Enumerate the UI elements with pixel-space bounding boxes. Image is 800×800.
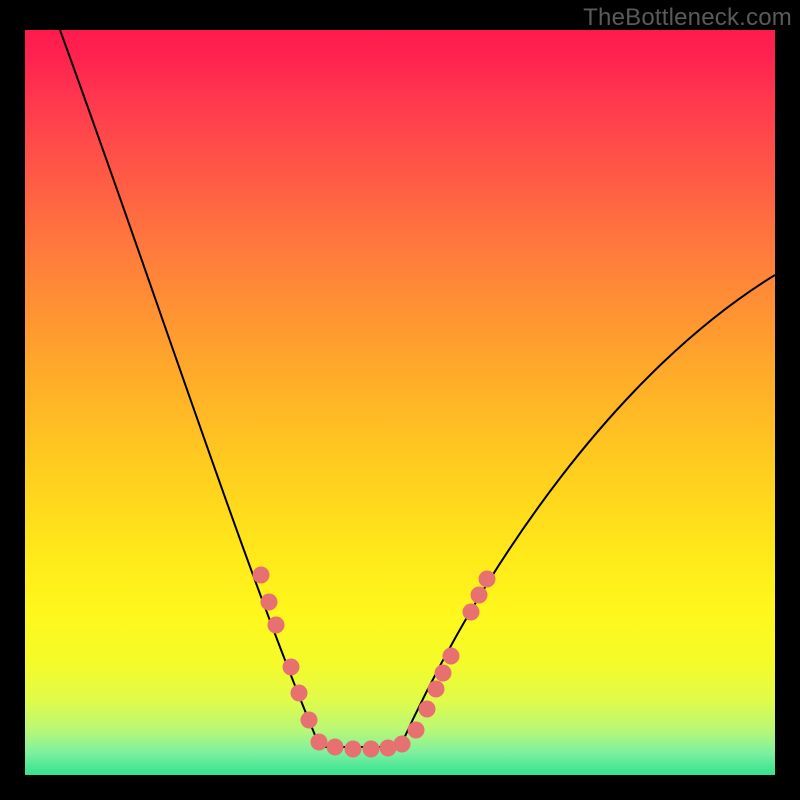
- data-marker: [428, 681, 445, 698]
- data-marker: [471, 587, 488, 604]
- data-marker: [394, 736, 411, 753]
- data-marker: [419, 701, 436, 718]
- data-marker: [345, 741, 362, 758]
- data-marker: [463, 604, 480, 621]
- data-marker: [479, 571, 496, 588]
- data-marker: [291, 685, 308, 702]
- data-marker: [327, 739, 344, 756]
- chart-container: TheBottleneck.com { "watermark": "TheBot…: [0, 0, 800, 800]
- data-marker: [435, 665, 452, 682]
- data-marker: [283, 659, 300, 676]
- watermark-text: TheBottleneck.com: [583, 4, 792, 32]
- data-marker: [311, 734, 328, 751]
- data-marker: [363, 741, 380, 758]
- data-marker: [301, 712, 318, 729]
- data-marker: [268, 617, 285, 634]
- data-marker: [261, 594, 278, 611]
- plot-area: [25, 30, 775, 775]
- data-marker: [253, 567, 270, 584]
- data-marker: [443, 648, 460, 665]
- bottleneck-chart: [0, 0, 800, 800]
- gradient-background: [25, 30, 775, 775]
- data-marker: [408, 722, 425, 739]
